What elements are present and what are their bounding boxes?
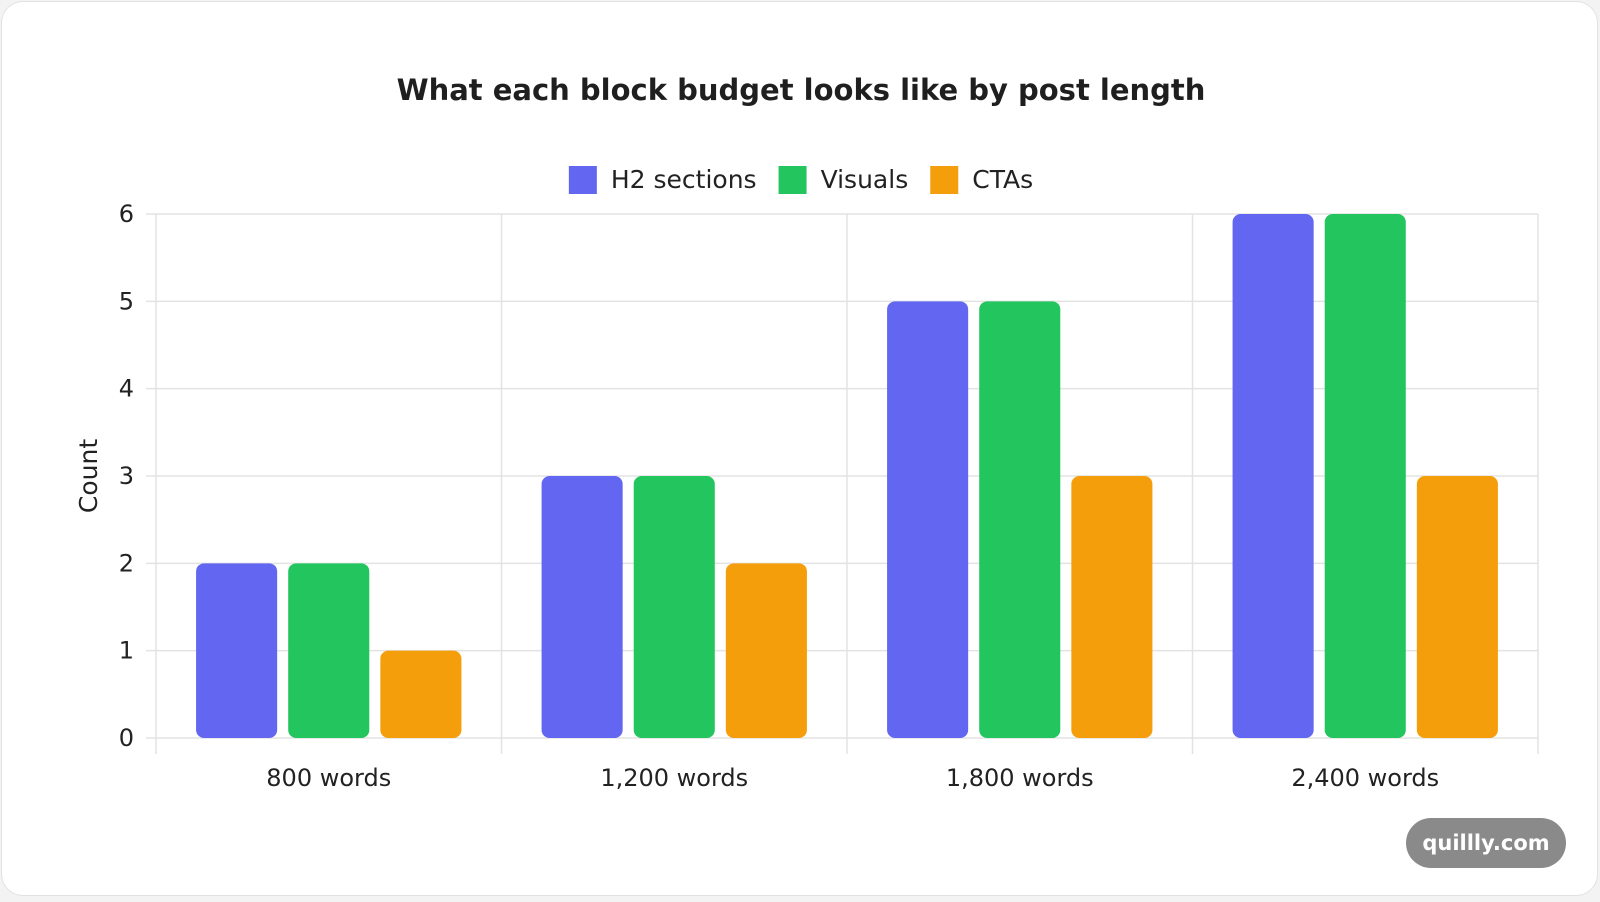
- bars: [196, 214, 1498, 738]
- bar-h2-sections-0: [196, 563, 278, 738]
- bar-visuals-3: [1324, 214, 1406, 738]
- x-tick-label: 1,800 words: [946, 764, 1094, 792]
- bar-ctas-0: [380, 650, 462, 738]
- y-tick-label: 2: [119, 549, 134, 577]
- y-tick-label: 3: [119, 462, 134, 490]
- legend-swatch: [930, 166, 959, 194]
- grid-lines: [146, 213, 1539, 754]
- bar-visuals-0: [288, 563, 370, 738]
- bar-ctas-1: [725, 563, 807, 738]
- legend-label: H2 sections: [611, 165, 757, 194]
- y-tick-label: 4: [119, 375, 134, 403]
- legend: H2 sections Visuals CTAs: [568, 165, 1033, 194]
- watermark-badge: quillly.com: [1406, 818, 1566, 868]
- y-axis-ticks: 0 1 2 3 4 5 6: [119, 200, 134, 752]
- chart-title: What each block budget looks like by pos…: [397, 73, 1206, 107]
- legend-item: Visuals: [778, 165, 909, 194]
- x-tick-label: 1,200 words: [600, 764, 748, 792]
- bar-ctas-2: [1071, 476, 1153, 738]
- y-tick-label: 6: [119, 200, 134, 228]
- legend-swatch: [778, 166, 807, 194]
- y-tick-label: 0: [119, 724, 134, 752]
- bar-visuals-2: [979, 301, 1061, 738]
- y-tick-label: 1: [119, 637, 134, 665]
- bar-h2-sections-3: [1232, 214, 1314, 738]
- legend-item: H2 sections: [568, 165, 757, 194]
- y-axis-label: Count: [74, 439, 103, 513]
- bar-ctas-3: [1416, 476, 1498, 738]
- legend-label: CTAs: [972, 165, 1033, 194]
- bar-h2-sections-2: [887, 301, 969, 738]
- bar-h2-sections-1: [541, 476, 623, 738]
- bar-visuals-1: [633, 476, 715, 738]
- legend-item: CTAs: [930, 165, 1033, 194]
- x-tick-label: 800 words: [266, 764, 391, 792]
- legend-swatch: [568, 166, 597, 194]
- x-tick-label: 2,400 words: [1291, 764, 1439, 792]
- x-axis-ticks: 800 words 1,200 words 1,800 words 2,400 wor…: [266, 764, 1439, 792]
- legend-label: Visuals: [821, 165, 909, 194]
- y-tick-label: 5: [119, 287, 134, 315]
